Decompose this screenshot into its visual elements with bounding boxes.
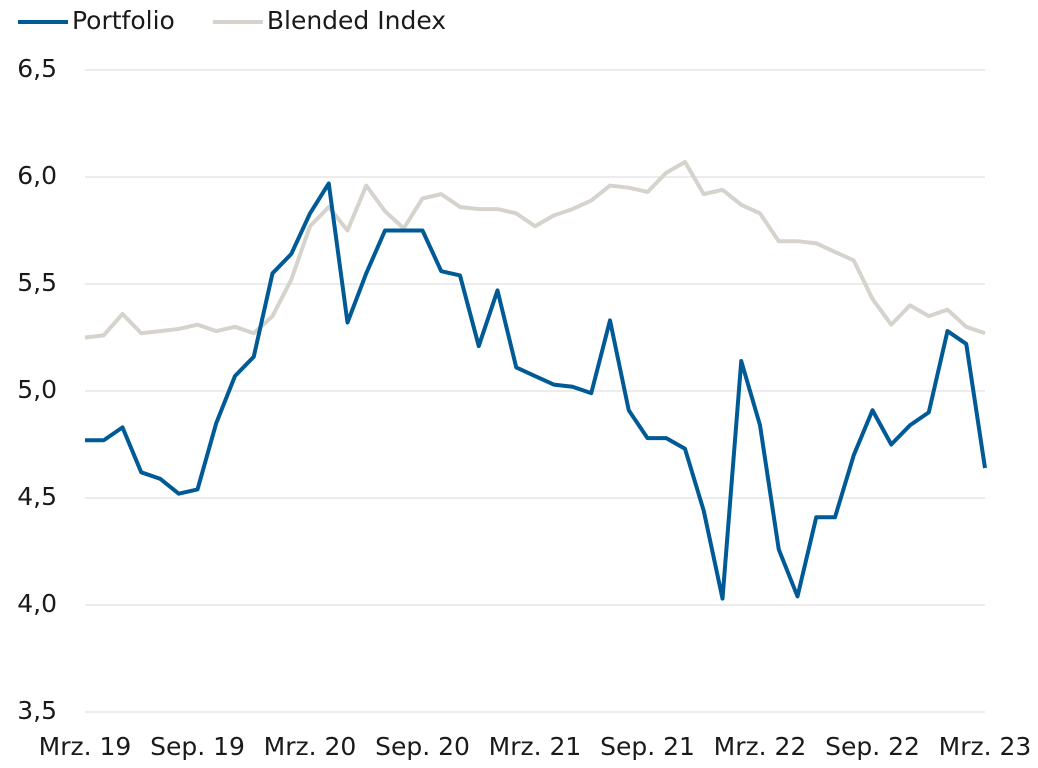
x-tick-label: Sep. 22: [825, 732, 920, 761]
x-tick-label: Sep. 21: [600, 732, 695, 761]
series-line: [84, 160, 986, 340]
y-tick-label: 5,5: [17, 268, 57, 297]
x-tick-label: Mrz. 23: [939, 732, 1032, 761]
y-tick-label: 4,0: [17, 589, 57, 618]
x-tick-label: Mrz. 19: [39, 732, 132, 761]
x-tick-label: Mrz. 20: [264, 732, 357, 761]
legend-label: Portfolio: [72, 6, 175, 35]
x-tick-label: Mrz. 21: [489, 732, 582, 761]
series-line: [85, 181, 987, 601]
y-tick-label: 6,5: [17, 54, 57, 83]
x-tick-label: Mrz. 22: [714, 732, 807, 761]
y-tick-label: 4,5: [17, 482, 57, 511]
y-tick-label: 3,5: [17, 696, 57, 725]
y-tick-label: 5,0: [17, 375, 57, 404]
y-tick-label: 6,0: [17, 161, 57, 190]
x-tick-label: Sep. 20: [375, 732, 470, 761]
legend-label: Blended Index: [267, 6, 446, 35]
x-tick-label: Sep. 19: [150, 732, 245, 761]
